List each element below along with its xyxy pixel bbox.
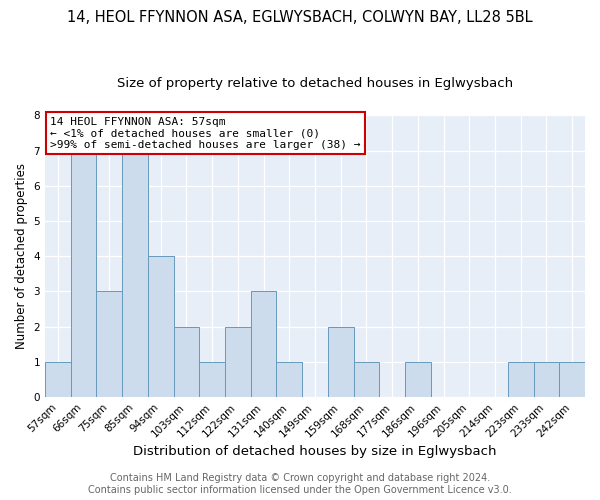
- Text: 14 HEOL FFYNNON ASA: 57sqm
← <1% of detached houses are smaller (0)
>99% of semi: 14 HEOL FFYNNON ASA: 57sqm ← <1% of deta…: [50, 116, 361, 150]
- Bar: [97, 292, 122, 397]
- Bar: [533, 362, 559, 397]
- X-axis label: Distribution of detached houses by size in Eglwysbach: Distribution of detached houses by size …: [133, 444, 497, 458]
- Text: Contains HM Land Registry data © Crown copyright and database right 2024.
Contai: Contains HM Land Registry data © Crown c…: [88, 474, 512, 495]
- Title: Size of property relative to detached houses in Eglwysbach: Size of property relative to detached ho…: [117, 78, 513, 90]
- Bar: [148, 256, 173, 397]
- Bar: [405, 362, 431, 397]
- Bar: [353, 362, 379, 397]
- Y-axis label: Number of detached properties: Number of detached properties: [15, 164, 28, 350]
- Bar: [328, 326, 353, 397]
- Bar: [559, 362, 585, 397]
- Bar: [71, 150, 97, 397]
- Bar: [251, 292, 277, 397]
- Text: 14, HEOL FFYNNON ASA, EGLWYSBACH, COLWYN BAY, LL28 5BL: 14, HEOL FFYNNON ASA, EGLWYSBACH, COLWYN…: [67, 10, 533, 25]
- Bar: [508, 362, 533, 397]
- Bar: [277, 362, 302, 397]
- Bar: [225, 326, 251, 397]
- Bar: [122, 150, 148, 397]
- Bar: [45, 362, 71, 397]
- Bar: [199, 362, 225, 397]
- Bar: [173, 326, 199, 397]
